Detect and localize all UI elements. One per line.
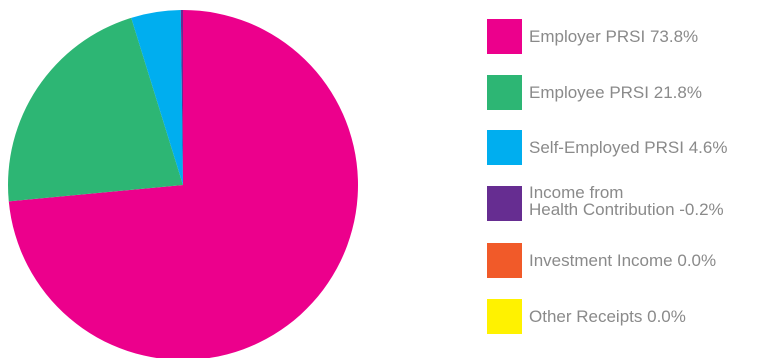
pie-slice-employer-prsi: [8, 10, 358, 358]
legend-label: Employee PRSI 21.8%: [529, 84, 702, 101]
legend-item-investment-income: Investment Income 0.0%: [487, 243, 716, 278]
pie-chart: [8, 10, 358, 358]
legend-item-employer-prsi: Employer PRSI 73.8%: [487, 19, 698, 54]
legend-item-other-receipts: Other Receipts 0.0%: [487, 299, 686, 334]
legend-label-text: Employer PRSI 73.8%: [529, 27, 699, 46]
legend-label: Self-Employed PRSI 4.6%: [529, 139, 727, 156]
legend-swatch: [487, 130, 522, 165]
legend-label: Income from Health Contribution -0.2%: [529, 184, 724, 218]
legend: Employer PRSI 73.8% Employee PRSI 21.8% …: [487, 0, 779, 358]
legend-label: Employer PRSI 73.8%: [529, 28, 698, 45]
legend-label-text: Self-Employed PRSI 4.6%: [529, 138, 728, 157]
pie-slice-self-employed-prsi: [131, 10, 183, 186]
pie-slice-income-from-health-contribution: [180, 10, 183, 185]
legend-label-text: Other Receipts 0.0%: [529, 307, 686, 326]
legend-swatch: [487, 75, 522, 110]
legend-label-text: Income from Health Contribution -0.2%: [529, 182, 724, 219]
legend-item-health-contribution: Income from Health Contribution -0.2%: [487, 184, 724, 221]
legend-label: Other Receipts 0.0%: [529, 308, 686, 325]
legend-label-text: Investment Income 0.0%: [529, 251, 717, 270]
legend-label: Investment Income 0.0%: [529, 252, 716, 269]
legend-label-text: Employee PRSI 21.8%: [529, 83, 702, 102]
legend-swatch: [487, 243, 522, 278]
legend-item-employee-prsi: Employee PRSI 21.8%: [487, 75, 702, 110]
legend-swatch: [487, 299, 522, 334]
legend-swatch: [487, 19, 522, 54]
legend-swatch: [487, 186, 522, 221]
legend-item-self-employed-prsi: Self-Employed PRSI 4.6%: [487, 130, 727, 165]
pie-slice-employee-prsi: [8, 17, 184, 202]
